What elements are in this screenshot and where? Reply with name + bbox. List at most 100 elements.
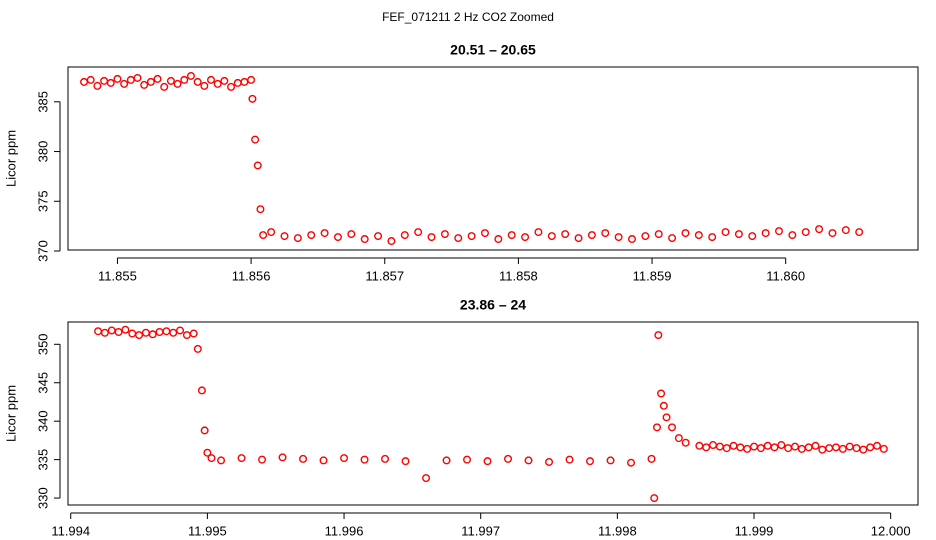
data-point: [293, 234, 302, 243]
x-tick-label: 11.997: [461, 523, 500, 538]
data-point: [587, 231, 596, 240]
data-point: [565, 455, 574, 464]
data-point: [120, 79, 129, 88]
data-point: [106, 78, 115, 87]
data-point: [440, 230, 449, 239]
y-tick-label: 335: [35, 449, 50, 471]
data-point: [467, 232, 476, 241]
y-tick-label: 380: [35, 141, 50, 163]
data-point: [278, 453, 287, 462]
data-point: [93, 81, 102, 90]
data-point: [307, 231, 316, 240]
data-point: [647, 454, 656, 463]
data-point: [176, 326, 185, 335]
data-point: [681, 229, 690, 238]
data-point: [347, 230, 356, 239]
data-point: [547, 232, 556, 241]
data-point: [480, 229, 489, 238]
data-point: [360, 235, 369, 244]
x-tick-label: 11.858: [499, 268, 538, 283]
y-tick-label: 330: [35, 487, 50, 509]
data-point: [662, 413, 671, 422]
data-point: [200, 426, 209, 435]
data-point: [401, 457, 410, 466]
data-point: [838, 444, 847, 453]
y-tick-label: 370: [35, 240, 50, 262]
data-point: [133, 73, 142, 82]
data-point: [280, 232, 289, 241]
data-point: [100, 328, 109, 337]
plot-frame: [67, 66, 919, 251]
y-tick-label: 350: [35, 333, 50, 355]
data-point: [193, 344, 202, 353]
data-point: [483, 457, 492, 466]
data-point: [721, 228, 730, 237]
data-point: [770, 443, 779, 452]
x-tick-label: 12.000: [871, 523, 911, 538]
x-tick-label: 11.860: [766, 268, 805, 283]
data-point: [256, 205, 265, 214]
data-point: [173, 79, 182, 88]
x-tick-label: 11.995: [188, 523, 227, 538]
data-point: [574, 234, 583, 243]
data-point: [146, 77, 155, 86]
data-point: [180, 75, 189, 84]
data-point: [259, 231, 268, 240]
data-point: [166, 76, 175, 85]
data-point: [668, 423, 677, 432]
x-tick-label: 11.996: [325, 523, 364, 538]
x-tick-label: 11.994: [51, 523, 90, 538]
data-point: [743, 444, 752, 453]
data-point: [193, 77, 202, 86]
data-point: [561, 230, 570, 239]
data-point: [791, 442, 800, 451]
data-point: [504, 454, 513, 463]
data-point: [320, 229, 329, 238]
data-point: [121, 325, 130, 334]
data-point: [442, 456, 451, 465]
data-point: [777, 441, 786, 450]
data-point: [627, 235, 636, 244]
data-point: [217, 456, 226, 465]
data-point: [253, 161, 262, 170]
x-tick-label: 11.856: [232, 268, 271, 283]
data-point: [841, 226, 850, 235]
data-point: [333, 233, 342, 242]
data-point: [247, 75, 256, 84]
data-point: [148, 330, 157, 339]
data-point: [654, 331, 663, 340]
data-point: [708, 233, 717, 242]
data-point: [251, 135, 260, 144]
data-point: [722, 444, 731, 453]
data-point: [681, 438, 690, 447]
data-point: [207, 75, 216, 84]
data-point: [694, 231, 703, 240]
data-point: [534, 228, 543, 237]
data-point: [113, 74, 122, 83]
data-point: [267, 228, 276, 237]
plot-frame: [67, 321, 919, 506]
data-point: [657, 389, 666, 398]
data-point: [220, 76, 229, 85]
data-point: [258, 455, 267, 464]
data-point: [153, 74, 162, 83]
data-point: [801, 228, 810, 237]
data-point: [340, 454, 349, 463]
y-tick-label: 385: [35, 91, 50, 113]
data-point: [414, 228, 423, 237]
x-tick-label: 11.998: [598, 523, 637, 538]
data-point: [207, 454, 216, 463]
data-point: [200, 81, 209, 90]
data-point: [169, 328, 178, 337]
data-point: [463, 455, 472, 464]
data-point: [859, 445, 868, 454]
data-point: [189, 329, 198, 338]
data-point: [855, 228, 864, 237]
x-tick-label: 11.999: [735, 523, 774, 538]
data-point: [248, 94, 257, 103]
data-point: [319, 456, 328, 465]
data-point: [524, 456, 533, 465]
data-point: [186, 71, 195, 80]
data-point: [545, 457, 554, 466]
